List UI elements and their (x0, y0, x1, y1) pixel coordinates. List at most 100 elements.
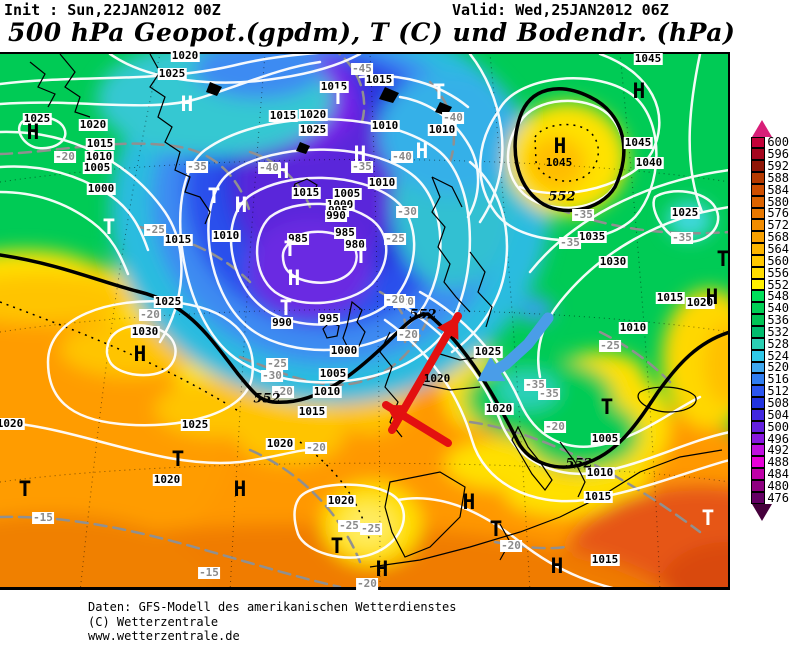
colorbar-swatch (751, 207, 766, 220)
colorbar-swatch (751, 456, 766, 469)
colorbar-row: 552 (751, 279, 789, 291)
footer-credits: Daten: GFS-Modell des amerikanischen Wet… (88, 600, 456, 644)
colorbar-swatch (751, 373, 766, 386)
colorbar-swatch (751, 183, 766, 196)
colorbar-value: 540 (767, 301, 789, 316)
colorbar: 600 596 592 588 584 580 576 572 568 564 560 556 552 5… (751, 120, 789, 522)
colorbar-row: 512 (751, 384, 789, 399)
colorbar-swatch (751, 290, 766, 303)
colorbar-swatch (751, 337, 766, 350)
colorbar-swatch (751, 420, 766, 433)
colorbar-row: 600 (751, 135, 789, 150)
colorbar-swatch (751, 385, 766, 398)
red-arrow-head-2 (386, 405, 410, 427)
weather-map (0, 52, 730, 590)
colorbar-value: 552 (767, 277, 789, 292)
colorbar-swatch (751, 349, 766, 362)
colorbar-value: 596 (767, 147, 789, 162)
chart-title: 500 hPa Geopot.(gpdm), T (C) und Bodendr… (8, 18, 736, 47)
colorbar-row: 536 (751, 313, 789, 328)
colorbar-row: 596 (751, 147, 789, 162)
colorbar-row: 568 (751, 230, 789, 245)
colorbar-row: 500 (751, 421, 789, 433)
colorbar-value: 588 (767, 170, 789, 185)
colorbar-value: 476 (767, 490, 789, 505)
colorbar-swatch (751, 219, 766, 232)
colorbar-swatch (751, 195, 766, 208)
colorbar-row: 580 (751, 196, 789, 208)
colorbar-swatch (751, 326, 766, 338)
colorbar-value: 504 (767, 407, 789, 422)
colorbar-value: 488 (767, 455, 789, 470)
valid-time-label: Valid: Wed,25JAN2012 06Z (452, 1, 669, 19)
colorbar-row: 520 (751, 360, 789, 375)
colorbar-row: 508 (751, 395, 789, 410)
colorbar-row: 476 (751, 492, 789, 504)
init-time-label: Init : Sun,22JAN2012 00Z (4, 1, 221, 19)
colorbar-value: 520 (767, 360, 789, 375)
colorbar-value: 508 (767, 395, 789, 410)
colorbar-swatch (751, 397, 766, 409)
colorbar-value: 568 (767, 230, 789, 245)
colorbar-swatch (751, 408, 766, 421)
graticule-lines (0, 54, 728, 587)
colorbar-row: 576 (751, 206, 789, 221)
colorbar-row: 588 (751, 170, 789, 185)
colorbar-row: 548 (751, 289, 789, 304)
coastlines (29, 54, 723, 568)
colorbar-swatch (751, 432, 766, 445)
footer-line: Daten: GFS-Modell des amerikanischen Wet… (88, 600, 457, 614)
colorbar-row: 540 (751, 301, 789, 316)
colorbar-up-arrow (752, 120, 772, 137)
colorbar-value: 576 (767, 206, 789, 221)
colorbar-value: 560 (767, 253, 789, 268)
colorbar-value: 512 (767, 384, 789, 399)
map-graphics (0, 54, 728, 587)
colorbar-value: 516 (767, 372, 789, 387)
colorbar-swatch (751, 314, 766, 326)
colorbar-rows: 600 596 592 588 584 580 576 572 568 564 560 556 552 5… (751, 135, 789, 504)
colorbar-row: 480 (751, 480, 789, 492)
annotation-arrows (382, 312, 554, 447)
colorbar-value: 584 (767, 182, 789, 197)
footer-line: (C) Wetterzentrale (88, 614, 219, 629)
colorbar-row: 564 (751, 243, 789, 256)
colorbar-value: 556 (767, 265, 789, 280)
colorbar-row: 516 (751, 372, 789, 387)
colorbar-value: 528 (767, 336, 789, 351)
blue-arrow-head (477, 356, 506, 382)
colorbar-value: 572 (767, 218, 789, 233)
colorbar-value: 548 (767, 289, 789, 304)
colorbar-row: 488 (751, 455, 789, 470)
colorbar-swatch (751, 231, 766, 244)
colorbar-value: 600 (767, 135, 789, 150)
colorbar-value: 500 (767, 419, 789, 434)
colorbar-row: 592 (751, 159, 789, 174)
colorbar-value: 480 (767, 478, 789, 493)
colorbar-row: 584 (751, 184, 789, 196)
isobar-lines (0, 54, 728, 587)
colorbar-row: 496 (751, 433, 789, 445)
colorbar-row: 560 (751, 255, 789, 267)
colorbar-swatch (751, 266, 766, 279)
colorbar-value: 536 (767, 313, 789, 328)
colorbar-row: 492 (751, 444, 789, 457)
colorbar-swatch (751, 172, 766, 184)
red-arrow-head-1 (436, 316, 459, 340)
colorbar-value: 592 (767, 159, 789, 174)
colorbar-row: 572 (751, 218, 789, 233)
colorbar-swatch (751, 479, 766, 492)
colorbar-swatch (751, 444, 766, 457)
colorbar-swatch (751, 136, 766, 149)
colorbar-swatch (751, 243, 766, 255)
colorbar-swatch (751, 361, 766, 374)
colorbar-swatch (751, 148, 766, 161)
footer-line: www.wetterzentrale.de (88, 629, 240, 643)
colorbar-row: 532 (751, 326, 789, 339)
colorbar-value: 484 (767, 467, 789, 482)
colorbar-swatch (751, 468, 766, 480)
colorbar-row: 524 (751, 350, 789, 362)
colorbar-swatch (751, 254, 766, 267)
colorbar-value: 524 (767, 348, 789, 363)
